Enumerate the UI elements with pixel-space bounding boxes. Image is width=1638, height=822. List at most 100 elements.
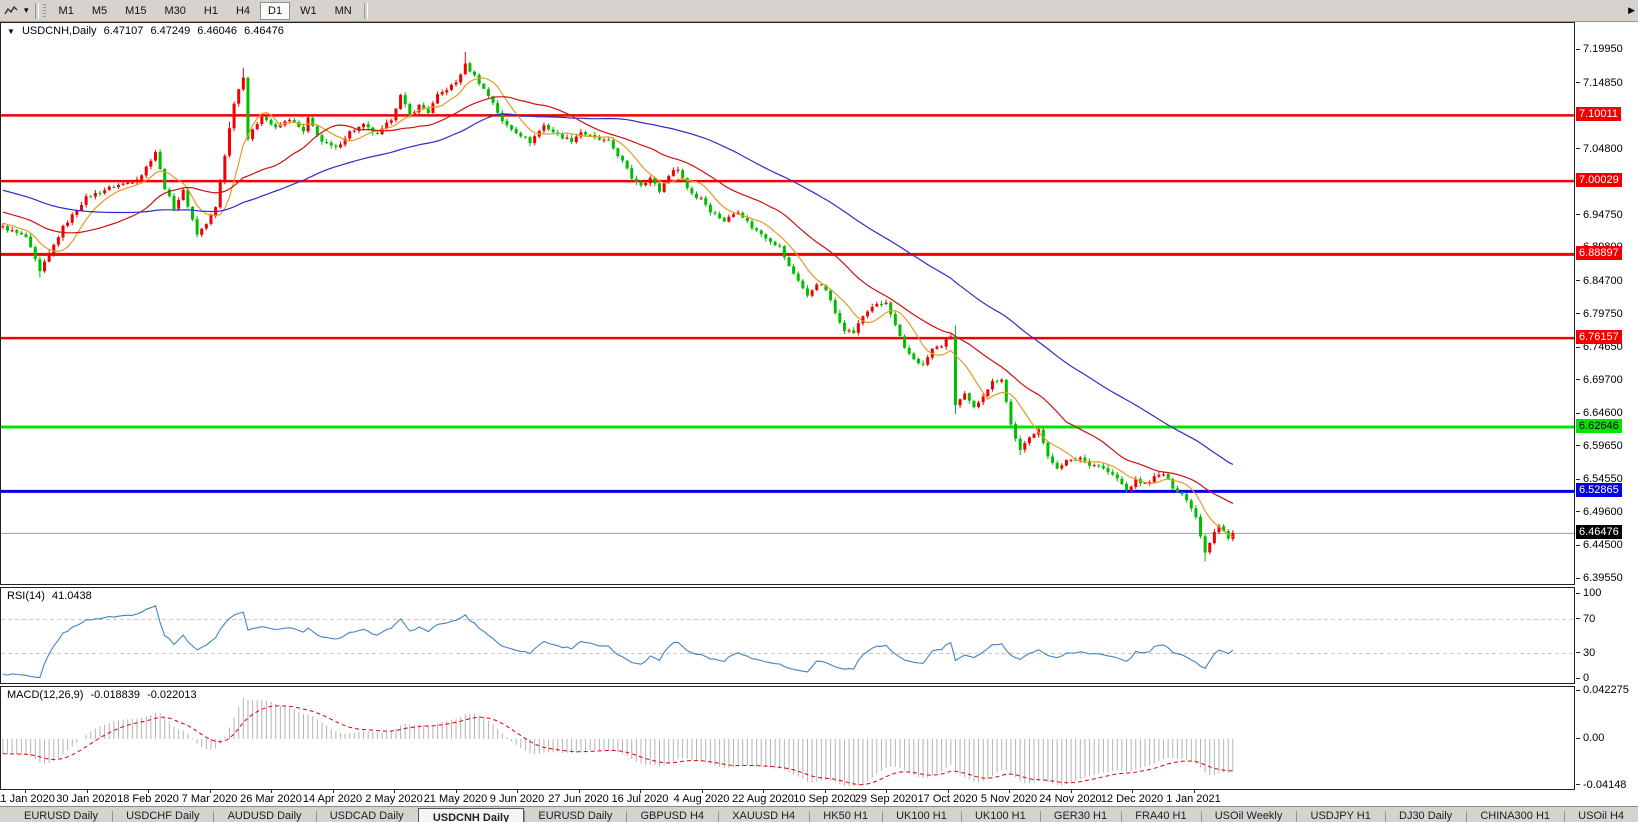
timeframe-button-MN[interactable]: MN bbox=[334, 4, 352, 17]
axis-tick-mark bbox=[1576, 148, 1580, 150]
chart-collapse-icon[interactable]: ▼ bbox=[7, 27, 15, 36]
price-tag-7.00029: 7.00029 bbox=[1576, 173, 1622, 188]
y-axis-tick: 6.84700 bbox=[1576, 274, 1623, 288]
rsi-name: RSI(14) bbox=[7, 590, 45, 602]
timeframe-button-D1[interactable]: D1 bbox=[260, 1, 291, 20]
main-chart-canvas[interactable] bbox=[1, 23, 1574, 584]
date-label: 12 Dec 2020 bbox=[1100, 793, 1164, 805]
tab-ger30-h1[interactable]: GER30 H1 bbox=[1053, 810, 1108, 822]
y-axis-tick-text: 6.79750 bbox=[1583, 307, 1623, 320]
toolbar-separator bbox=[363, 2, 368, 19]
y-axis-tick: 6.54550 bbox=[1576, 472, 1623, 486]
date-label: 21 May 2020 bbox=[423, 793, 488, 805]
tab-eurusd-daily[interactable]: EURUSD Daily bbox=[24, 810, 98, 822]
timeframe-button-H1[interactable]: H1 bbox=[203, 4, 218, 17]
y-axis-tick-text: 6.49600 bbox=[1583, 505, 1623, 518]
axis-tick-mark bbox=[1576, 313, 1580, 314]
toolbar-grip-handle[interactable] bbox=[42, 3, 46, 18]
date-tick bbox=[86, 790, 88, 793]
y-axis-tick-text: 6.44500 bbox=[1583, 539, 1623, 552]
current-price-tag: 6.46476 bbox=[1576, 525, 1622, 540]
tab-uk100-h1[interactable]: UK100 H1 bbox=[896, 810, 947, 822]
tab-usoil-h4[interactable]: USOil H4 bbox=[1578, 810, 1625, 822]
axis-tick-mark bbox=[1576, 82, 1580, 84]
date-label: 22 Aug 2020 bbox=[732, 793, 794, 805]
axis-tick-mark bbox=[1576, 346, 1580, 348]
macd-axis-tick: -0.04148 bbox=[1576, 778, 1626, 792]
chart-tool-icon[interactable] bbox=[0, 5, 21, 17]
tab-xauusd-h4[interactable]: XAUUSD H4 bbox=[732, 810, 796, 822]
date-tick bbox=[25, 790, 26, 793]
tab-gbpusd-h4[interactable]: GBPUSD H4 bbox=[640, 810, 705, 822]
rsi-axis-tick-text: 0 bbox=[1583, 672, 1590, 684]
y-axis-tick: 7.19950 bbox=[1576, 42, 1623, 56]
macd-axis-tick-text: 0.042275 bbox=[1583, 684, 1629, 697]
y-axis-tick: 6.39550 bbox=[1576, 571, 1623, 585]
price-tag-6.62646: 6.62646 bbox=[1576, 419, 1622, 434]
tab-usdchf-daily[interactable]: USDCHF Daily bbox=[126, 810, 200, 822]
axis-tick-mark bbox=[1576, 577, 1580, 579]
macd-axis-tick: 0.042275 bbox=[1576, 683, 1629, 697]
tab-scroll-right-icon[interactable]: ▶ bbox=[1628, 5, 1635, 15]
timeframe-button-M15[interactable]: M15 bbox=[125, 4, 147, 17]
y-axis-tick-text: 6.39550 bbox=[1583, 572, 1623, 584]
tab-usoil-weekly[interactable]: USOil Weekly bbox=[1214, 810, 1283, 822]
date-label: 30 Jan 2020 bbox=[56, 793, 117, 805]
macd-axis-tick-text: 0.00 bbox=[1583, 732, 1605, 744]
rsi-axis-tick: 100 bbox=[1576, 586, 1601, 600]
macd-main-value: -0.018839 bbox=[90, 689, 141, 701]
date-tick bbox=[517, 790, 518, 793]
tab-usdcnh-daily[interactable]: USDCNH Daily bbox=[417, 808, 525, 822]
date-label: 5 Nov 2020 bbox=[980, 793, 1038, 805]
timeframe-button-H4[interactable]: H4 bbox=[235, 4, 251, 17]
y-axis-tick-text: 7.19950 bbox=[1583, 43, 1623, 55]
axis-tick-mark bbox=[1576, 511, 1580, 513]
date-label: 9 Jun 2020 bbox=[489, 793, 545, 805]
rsi-label: RSI(14) 41.0438 bbox=[7, 590, 96, 602]
rsi-indicator-panel[interactable]: RSI(14) 41.0438 bbox=[0, 587, 1575, 684]
rsi-axis-tick: 70 bbox=[1576, 612, 1595, 626]
y-axis-tick: 6.44500 bbox=[1576, 538, 1623, 552]
tab-china300-h1[interactable]: CHINA300 H1 bbox=[1480, 810, 1551, 822]
tab-usdcad-daily[interactable]: USDCAD Daily bbox=[329, 810, 404, 822]
date-tick bbox=[455, 790, 457, 793]
y-axis-tick-text: 6.54550 bbox=[1583, 473, 1623, 486]
tab-fra40-h1[interactable]: FRA40 H1 bbox=[1135, 810, 1187, 822]
tab-audusd-daily[interactable]: AUDUSD Daily bbox=[227, 810, 302, 822]
price-tag-6.88897: 6.88897 bbox=[1576, 246, 1622, 261]
date-tick bbox=[1193, 790, 1195, 793]
date-axis[interactable]: 11 Jan 2020 30 Jan 2020 18 Feb 2020 7 Mar 2… bbox=[0, 790, 1575, 806]
chart-tool-caret-icon[interactable]: ▾ bbox=[24, 5, 29, 15]
timeframe-toolbar: ▾ M1 M5 M15 M30 H1 H4 D1 W1 MN bbox=[0, 0, 1638, 22]
date-label: 11 Jan 2020 bbox=[0, 793, 55, 805]
main-chart-panel[interactable]: ▼ USDCNH,Daily 6.47107 6.47249 6.46046 6… bbox=[0, 22, 1575, 585]
date-label: 4 Aug 2020 bbox=[673, 793, 730, 805]
y-axis-tick-text: 6.64600 bbox=[1583, 407, 1623, 420]
timeframe-button-M1[interactable]: M1 bbox=[58, 4, 74, 17]
axis-tick-mark bbox=[1576, 445, 1580, 447]
tab-usdjpy-h1[interactable]: USDJPY H1 bbox=[1310, 810, 1371, 822]
tab-hk50-h1[interactable]: HK50 H1 bbox=[823, 810, 868, 822]
y-axis-tick-text: 6.59650 bbox=[1583, 439, 1623, 452]
date-label: 27 Jun 2020 bbox=[548, 793, 609, 805]
axis-tick-mark bbox=[1576, 544, 1580, 546]
macd-signal-value: -0.022013 bbox=[147, 689, 197, 701]
timeframe-button-M5[interactable]: M5 bbox=[91, 4, 108, 17]
tab-uk100-h1[interactable]: UK100 H1 bbox=[974, 810, 1026, 822]
date-tick bbox=[148, 790, 149, 793]
y-axis-tick-text: 6.94750 bbox=[1583, 208, 1623, 221]
tab-dj30-daily[interactable]: DJ30 Daily bbox=[1399, 810, 1453, 822]
tab-eurusd-daily[interactable]: EURUSD Daily bbox=[538, 810, 613, 822]
y-axis-tick: 6.49600 bbox=[1576, 505, 1623, 519]
date-label: 29 Sep 2020 bbox=[854, 793, 918, 805]
price-tag-6.76157: 6.76157 bbox=[1576, 330, 1622, 345]
date-tick bbox=[1070, 790, 1072, 793]
timeframe-button-M30[interactable]: M30 bbox=[164, 4, 186, 17]
date-tick bbox=[640, 790, 641, 793]
axis-tick-mark bbox=[1576, 280, 1580, 282]
timeframe-button-W1[interactable]: W1 bbox=[300, 4, 317, 17]
ohlc-high: 6.47249 bbox=[150, 25, 191, 37]
ohlc-close: 6.46476 bbox=[244, 25, 284, 37]
macd-indicator-panel[interactable]: MACD(12,26,9) -0.018839 -0.022013 bbox=[0, 686, 1575, 790]
